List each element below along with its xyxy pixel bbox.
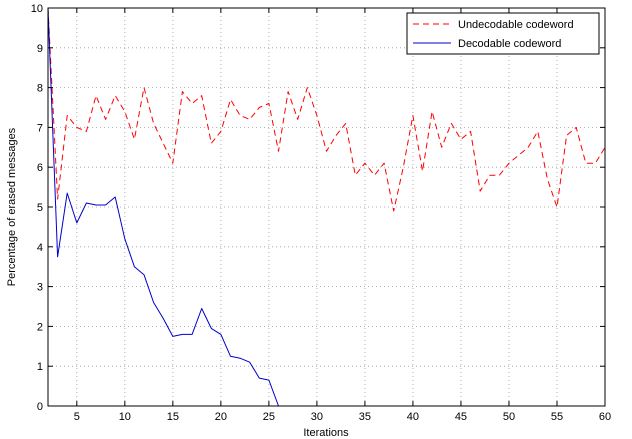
x-tick-label: 15 [167,411,179,423]
y-tick-label: 8 [37,83,43,95]
x-tick-label: 5 [74,411,80,423]
x-tick-label: 60 [599,411,611,423]
x-axis-title: Iterations [303,427,349,439]
x-tick-label: 35 [359,411,371,423]
y-tick-label: 3 [37,282,43,294]
x-tick-label: 40 [407,411,419,423]
legend: Undecodable codeword Decodable codeword [406,12,600,55]
x-tick-label: 30 [311,411,323,423]
legend-label-undecodable: Undecodable codeword [458,19,574,31]
y-tick-label: 9 [37,43,43,55]
x-tick-label: 45 [455,411,467,423]
y-tick-label: 2 [37,321,43,333]
grid-lines [48,8,605,406]
x-tick-label: 55 [551,411,563,423]
x-tick-label: 10 [119,411,131,423]
y-tick-label: 7 [37,122,43,134]
y-tick-label: 1 [37,361,43,373]
x-tick-label: 50 [503,411,515,423]
y-tick-label: 0 [37,401,43,413]
y-tick-label: 5 [37,202,43,214]
series-line-undecodable [47,7,606,212]
x-tick-label: 20 [215,411,227,423]
y-tick-label: 10 [31,3,43,15]
y-tick-label: 4 [37,242,43,254]
y-tick-label: 6 [37,162,43,174]
plot-background [48,8,605,406]
legend-box [406,12,600,55]
x-tick-label: 25 [263,411,275,423]
legend-label-decodable: Decodable codeword [458,38,561,50]
y-axis-title: Percentage of erased messages [6,127,18,286]
